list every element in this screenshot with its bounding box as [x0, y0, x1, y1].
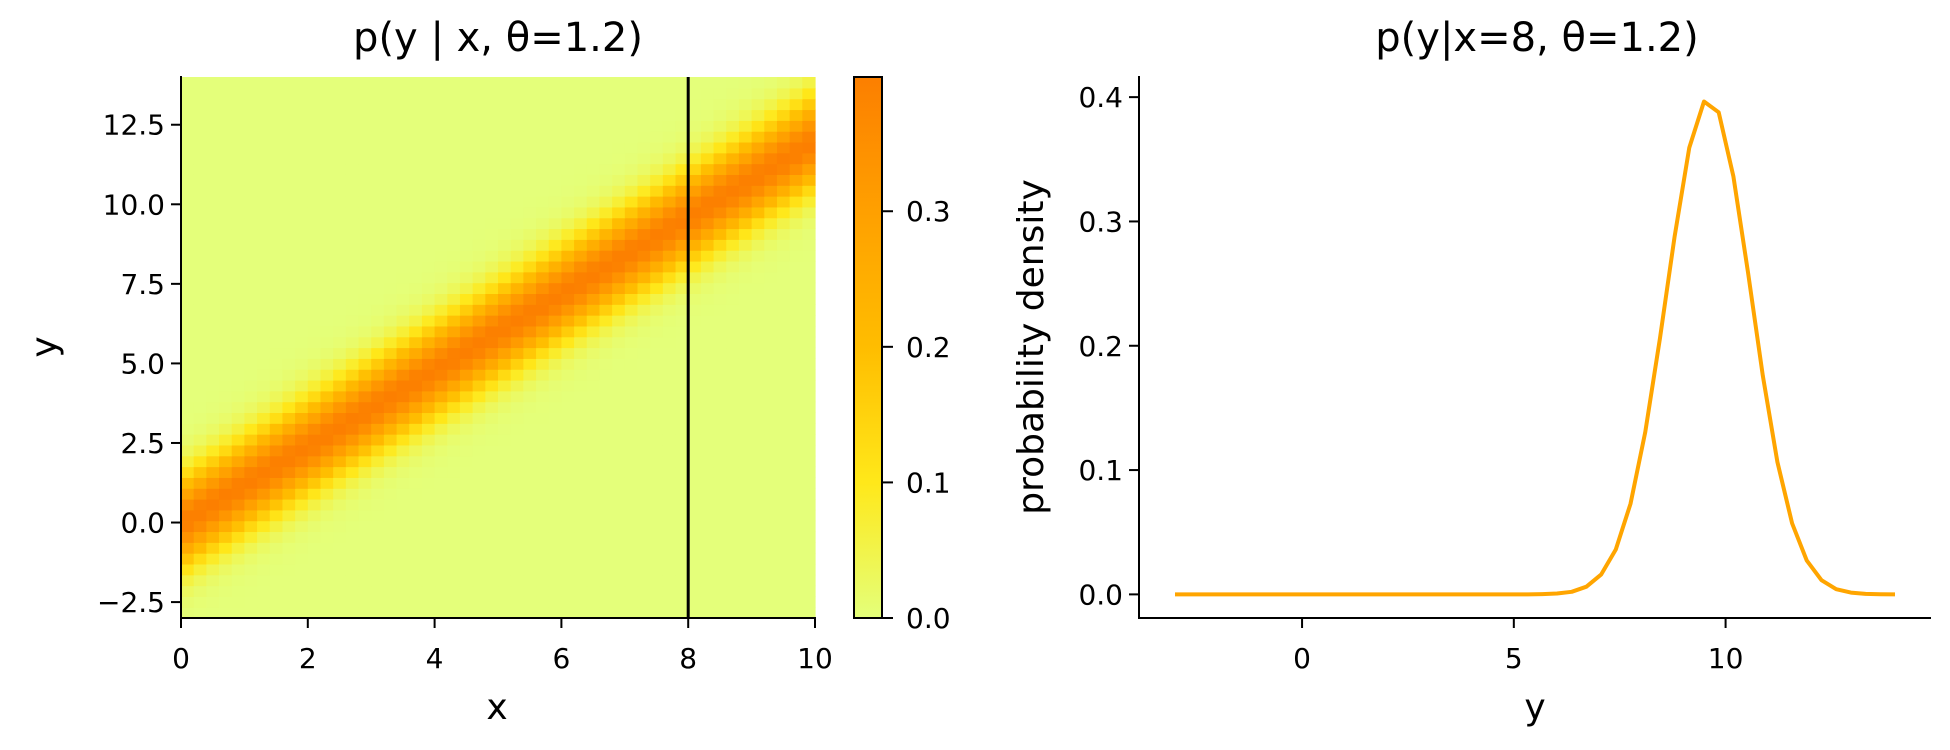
- svg-text:0.2: 0.2: [1078, 330, 1123, 363]
- svg-text:0: 0: [172, 642, 190, 675]
- svg-text:0.2: 0.2: [906, 331, 951, 364]
- svg-text:0.0: 0.0: [120, 507, 165, 540]
- left-x-ticks: 0 2 4 6 8 10: [172, 618, 833, 675]
- svg-text:0.3: 0.3: [906, 195, 951, 228]
- svg-text:0.3: 0.3: [1078, 205, 1123, 238]
- svg-text:4: 4: [426, 642, 444, 675]
- right-x-axis-label: y: [1524, 687, 1546, 728]
- svg-text:10: 10: [797, 642, 833, 675]
- svg-text:5: 5: [1505, 642, 1523, 675]
- svg-text:8: 8: [679, 642, 697, 675]
- heatmap: [181, 77, 816, 619]
- svg-text:0: 0: [1293, 642, 1311, 675]
- svg-text:10.0: 10.0: [103, 188, 165, 221]
- svg-text:6: 6: [552, 642, 570, 675]
- svg-text:5.0: 5.0: [120, 347, 165, 380]
- right-x-ticks: 0 5 10: [1293, 618, 1743, 675]
- svg-text:2: 2: [299, 642, 317, 675]
- svg-text:0.4: 0.4: [1078, 81, 1123, 114]
- density-curve: [1175, 99, 1896, 597]
- left-x-axis-label: x: [486, 687, 508, 728]
- svg-text:0.0: 0.0: [1078, 578, 1123, 611]
- right-y-ticks: 0.0 0.1 0.2 0.3 0.4: [1078, 81, 1139, 611]
- left-chart-title: p(y | x, θ=1.2): [353, 15, 643, 61]
- svg-text:7.5: 7.5: [120, 268, 165, 301]
- left-y-axis-label: y: [24, 336, 65, 358]
- svg-text:12.5: 12.5: [103, 109, 165, 142]
- left-y-ticks: −2.5 0.0 2.5 5.0 7.5 10.0 12.5: [97, 109, 181, 619]
- svg-text:0.1: 0.1: [1078, 454, 1123, 487]
- svg-text:2.5: 2.5: [120, 427, 165, 460]
- colorbar-ticks: 0.0 0.1 0.2 0.3: [882, 195, 951, 635]
- right-chart-title: p(y|x=8, θ=1.2): [1375, 15, 1699, 61]
- svg-text:−2.5: −2.5: [97, 586, 165, 619]
- right-y-axis-label: probability density: [1011, 179, 1052, 515]
- colorbar: [853, 76, 883, 619]
- svg-text:10: 10: [1708, 642, 1744, 675]
- svg-text:0.1: 0.1: [906, 466, 951, 499]
- svg-text:0.0: 0.0: [906, 602, 951, 635]
